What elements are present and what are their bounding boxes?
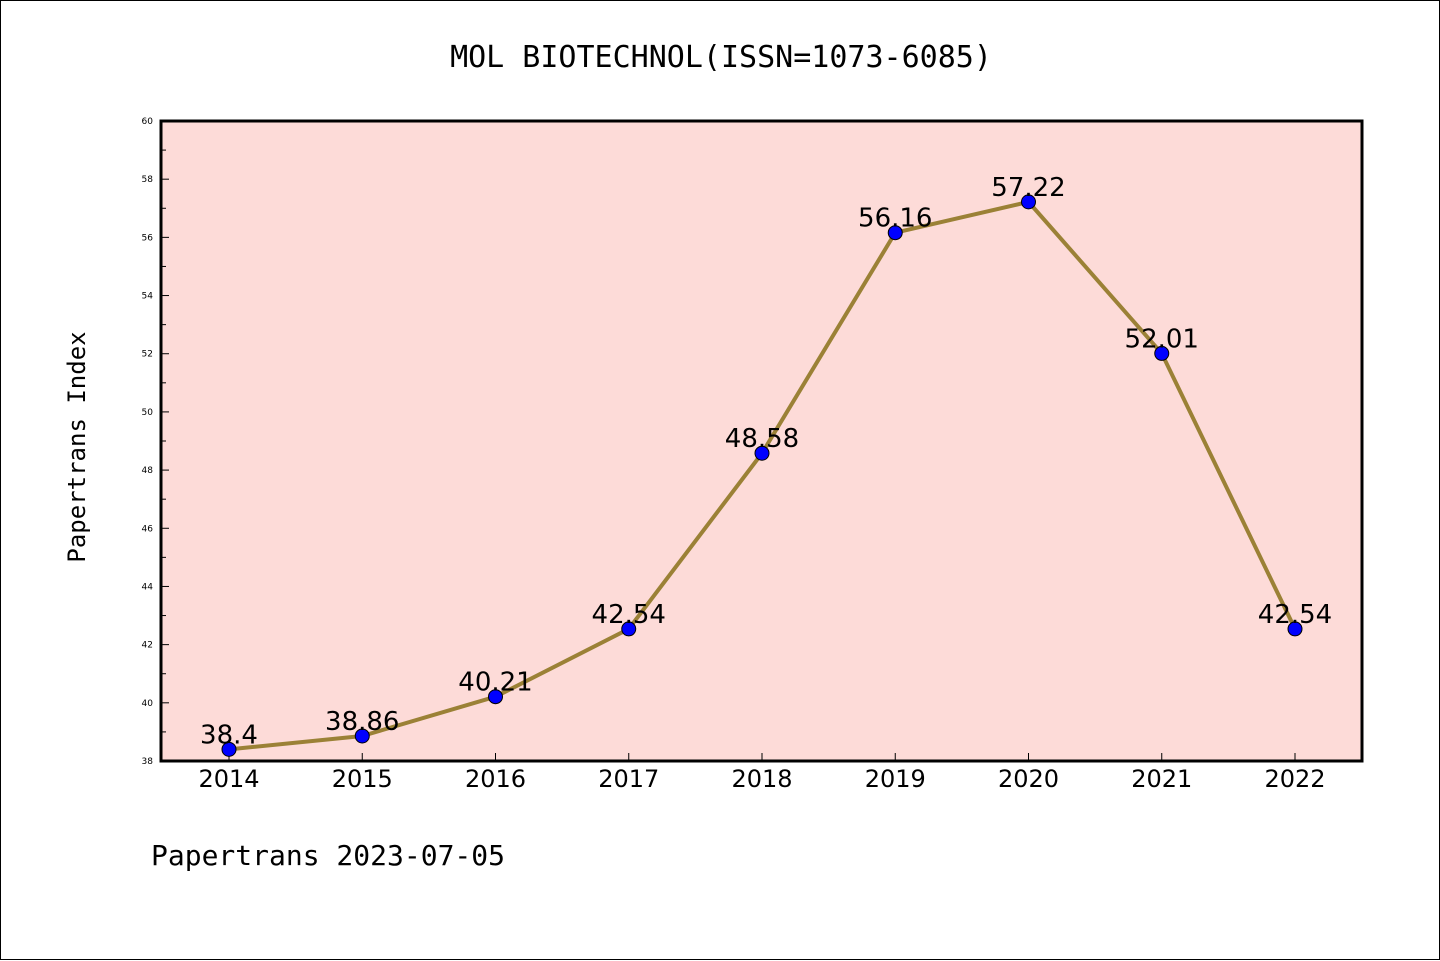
data-point-marker [754, 445, 770, 461]
chart-title: MOL BIOTECHNOL(ISSN=1073-6085) [450, 40, 992, 75]
x-tick-label: 2018 [731, 765, 792, 793]
y-tick-label: 46 [142, 524, 154, 534]
data-label: 56.16 [858, 204, 932, 234]
x-tick-label: 2020 [998, 765, 1059, 793]
data-point-marker [887, 225, 903, 241]
data-label: 38.86 [325, 707, 399, 737]
x-tick-label: 2017 [598, 765, 659, 793]
data-label: 42.54 [592, 600, 666, 630]
y-tick-label: 44 [142, 582, 154, 592]
footer-text: Papertrans 2023-07-05 [151, 839, 505, 872]
data-point-marker [488, 689, 503, 705]
x-tick-label: 2022 [1264, 765, 1325, 793]
y-axis: 38 40 42 44 46 48 50 52 54 56 58 60 [142, 117, 169, 767]
y-tick-label: 60 [142, 117, 154, 127]
x-tick-label: 2021 [1131, 765, 1192, 793]
data-label: 38.4 [200, 720, 258, 750]
data-point-marker [221, 741, 237, 757]
y-axis-label: Papertrans Index [63, 331, 91, 562]
y-tick-label: 40 [142, 699, 154, 709]
x-tick-label: 2016 [465, 765, 526, 793]
data-label: 52.01 [1125, 324, 1199, 354]
x-axis: 2014 2015 2016 2017 2018 2019 2020 2021 2022 [198, 753, 1326, 793]
x-tick-label: 2019 [865, 765, 926, 793]
y-tick-label: 38 [142, 757, 154, 767]
data-point-marker [1021, 194, 1036, 210]
y-tick-label: 56 [142, 233, 154, 243]
data-label: 40.21 [458, 668, 532, 698]
y-tick-label: 54 [142, 292, 154, 302]
y-tick-label: 52 [142, 350, 153, 360]
data-point-marker [621, 621, 637, 637]
y-tick-label: 50 [142, 408, 154, 418]
series-layer: 38.4 38.86 40.21 42.54 48.58 56.16 57.22 52.01 4… [200, 173, 1332, 757]
plot-area [159, 119, 1364, 763]
x-tick-label: 2015 [332, 765, 393, 793]
data-point-marker [1154, 345, 1170, 361]
y-tick-label: 58 [142, 175, 154, 185]
data-label: 57.22 [991, 173, 1065, 203]
y-tick-label: 48 [142, 466, 154, 476]
data-label: 42.54 [1258, 600, 1332, 630]
data-label: 48.58 [725, 424, 799, 454]
y-tick-label: 42 [142, 641, 153, 651]
data-point-marker [354, 728, 370, 744]
data-point-marker [1287, 621, 1303, 637]
x-tick-label: 2014 [198, 765, 259, 793]
